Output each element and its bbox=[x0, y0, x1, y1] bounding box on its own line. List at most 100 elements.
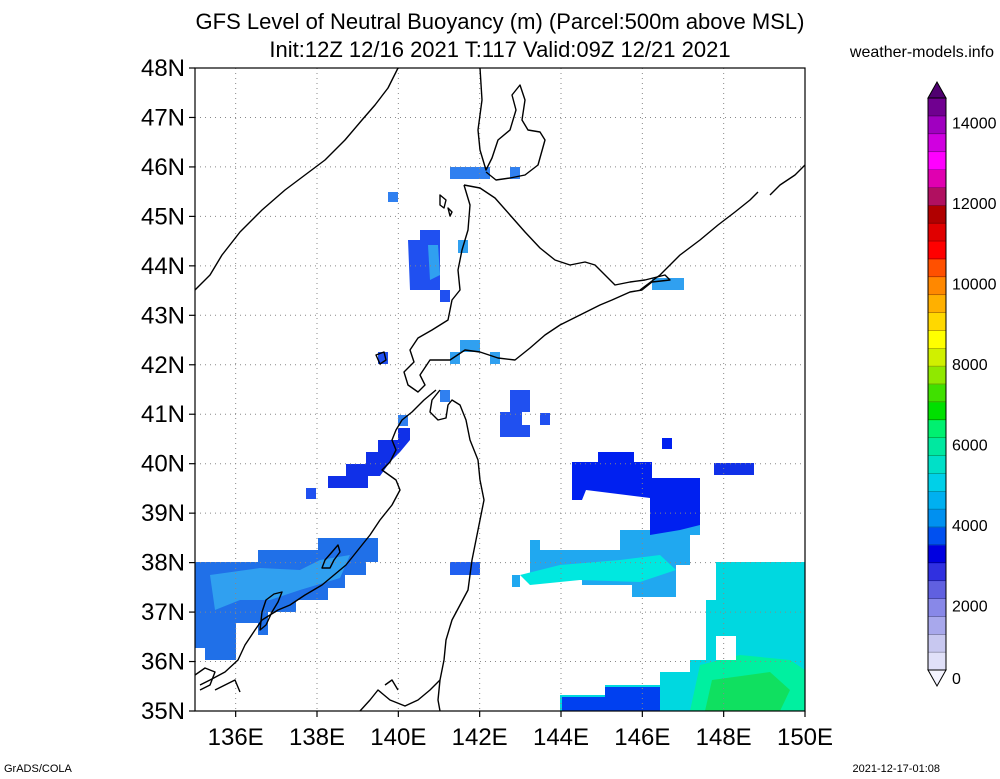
graticule bbox=[195, 68, 805, 711]
site-credit: weather-models.info bbox=[849, 44, 994, 61]
lon-tick-label: 136E bbox=[208, 724, 264, 751]
field-cell bbox=[450, 352, 460, 364]
coast-kanto bbox=[359, 679, 441, 711]
colorbar-swatch bbox=[928, 616, 946, 635]
lat-tick-label: 41N bbox=[141, 401, 185, 428]
field-region-southeast-peak bbox=[705, 672, 790, 711]
colorbar-swatch bbox=[928, 169, 946, 188]
colorbar-swatch bbox=[928, 133, 946, 153]
colorbar-label: 8000 bbox=[952, 357, 988, 374]
colorbar-swatch bbox=[928, 241, 946, 260]
colorbar-label: 14000 bbox=[952, 115, 997, 132]
map-title: GFS Level of Neutral Buoyancy (m) (Parce… bbox=[195, 9, 805, 34]
lon-tick-label: 144E bbox=[533, 724, 589, 751]
colorbar-swatch bbox=[928, 401, 946, 421]
colorbar-low-arrow bbox=[927, 669, 947, 688]
colorbar-swatch bbox=[928, 187, 946, 206]
colorbar-swatch bbox=[928, 348, 946, 367]
footer-credit: GrADS/COLA bbox=[4, 763, 72, 775]
colorbar-label: 4000 bbox=[952, 518, 988, 535]
colorbar-swatch bbox=[928, 330, 946, 349]
field-cell bbox=[398, 415, 408, 426]
lat-tick-label: 47N bbox=[141, 104, 185, 131]
field-cell bbox=[306, 488, 316, 499]
field-cell bbox=[662, 438, 672, 449]
colorbar-swatch bbox=[928, 258, 946, 278]
colorbar-swatch bbox=[928, 634, 946, 653]
colorbar-swatch bbox=[928, 437, 946, 456]
field-region-tsugaru bbox=[328, 428, 410, 488]
colorbar-label: 0 bbox=[952, 671, 961, 688]
colorbar-swatch bbox=[928, 527, 946, 546]
coastlines bbox=[195, 68, 805, 711]
field-region-west-core bbox=[210, 555, 350, 610]
lon-tick-label: 148E bbox=[696, 724, 752, 751]
colorbar-label: 12000 bbox=[952, 196, 997, 213]
colorbar-swatch bbox=[928, 598, 946, 617]
field-cell bbox=[450, 167, 490, 179]
field-cell bbox=[450, 562, 480, 575]
colorbar-label: 6000 bbox=[952, 437, 988, 454]
colorbar: 0 2000 4000 6000 8000 10000 12000 14000 bbox=[927, 80, 997, 688]
lat-tick-label: 43N bbox=[141, 302, 185, 329]
colorbar-swatch bbox=[928, 509, 946, 528]
plot-frame bbox=[194, 67, 806, 712]
lon-tick-label: 138E bbox=[289, 724, 345, 751]
colorbar-swatch bbox=[928, 491, 946, 510]
lat-tick-label: 39N bbox=[141, 500, 185, 527]
lat-tick-label: 48N bbox=[141, 55, 185, 82]
colorbar-swatch bbox=[928, 276, 946, 296]
colorbar-swatch bbox=[928, 366, 946, 385]
coast-sakhalin bbox=[477, 68, 546, 181]
map-subtitle: Init:12Z 12/16 2021 T:117 Valid:09Z 12/2… bbox=[269, 37, 731, 62]
lat-tick-label: 35N bbox=[141, 698, 185, 725]
coast-rebun-rishiri bbox=[439, 194, 453, 217]
field-cell bbox=[490, 352, 500, 364]
colorbar-swatch bbox=[928, 384, 946, 403]
footer-timestamp: 2021-12-17-01:08 bbox=[852, 763, 940, 775]
lat-tick-label: 38N bbox=[141, 550, 185, 577]
field-region-northeast-blob bbox=[572, 452, 700, 535]
field-hole bbox=[716, 636, 736, 660]
field-region-hokkaido-west-core bbox=[428, 245, 440, 280]
field-cell bbox=[440, 390, 450, 402]
lon-tick-label: 142E bbox=[452, 724, 508, 751]
colorbar-label: 10000 bbox=[952, 276, 997, 293]
coast-honshu-north bbox=[429, 389, 485, 711]
colorbar-label: 2000 bbox=[952, 598, 988, 615]
coast-west-islands bbox=[195, 667, 241, 693]
lon-tick-label: 150E bbox=[777, 724, 833, 751]
lat-tick-label: 45N bbox=[141, 203, 185, 230]
lat-tick-label: 37N bbox=[141, 599, 185, 626]
colorbar-swatch bbox=[928, 580, 946, 599]
colorbar-swatch bbox=[928, 562, 946, 582]
coast-kurils bbox=[639, 164, 805, 291]
colorbar-swatch bbox=[928, 419, 946, 439]
field-region-hokkaido-west bbox=[408, 230, 450, 302]
colorbar-high-arrow bbox=[927, 80, 947, 99]
field-cell bbox=[510, 167, 520, 179]
coast-noto bbox=[259, 591, 283, 631]
colorbar-swatch bbox=[928, 294, 946, 313]
latitude-ticks: 48N 47N 46N 45N 44N 43N 42N 41N 40N 39N 38N 37N 36N 3… bbox=[141, 55, 195, 725]
colorbar-swatch bbox=[928, 455, 946, 474]
lon-tick-label: 140E bbox=[370, 724, 426, 751]
field-cell bbox=[388, 192, 398, 202]
lat-tick-label: 40N bbox=[141, 451, 185, 478]
field-cell bbox=[378, 352, 388, 364]
colorbar-swatch bbox=[928, 223, 946, 242]
field-region-strip-east bbox=[714, 463, 754, 475]
field-region-south-strip bbox=[562, 687, 660, 711]
longitude-ticks: 136E 138E 140E 142E 144E 146E 148E 150E bbox=[208, 711, 833, 751]
lat-tick-label: 42N bbox=[141, 352, 185, 379]
colorbar-swatch bbox=[928, 151, 946, 170]
colorbar-swatch bbox=[928, 312, 946, 331]
coast-hokkaido bbox=[403, 184, 671, 393]
lon-tick-label: 146E bbox=[614, 724, 670, 751]
lat-tick-label: 46N bbox=[141, 154, 185, 181]
field-region-pacific-north bbox=[500, 390, 530, 437]
coast-asian-mainland bbox=[195, 68, 399, 291]
buoyancy-field bbox=[195, 167, 805, 711]
coast-sado bbox=[321, 544, 341, 569]
coast-honshu-west bbox=[199, 389, 437, 686]
